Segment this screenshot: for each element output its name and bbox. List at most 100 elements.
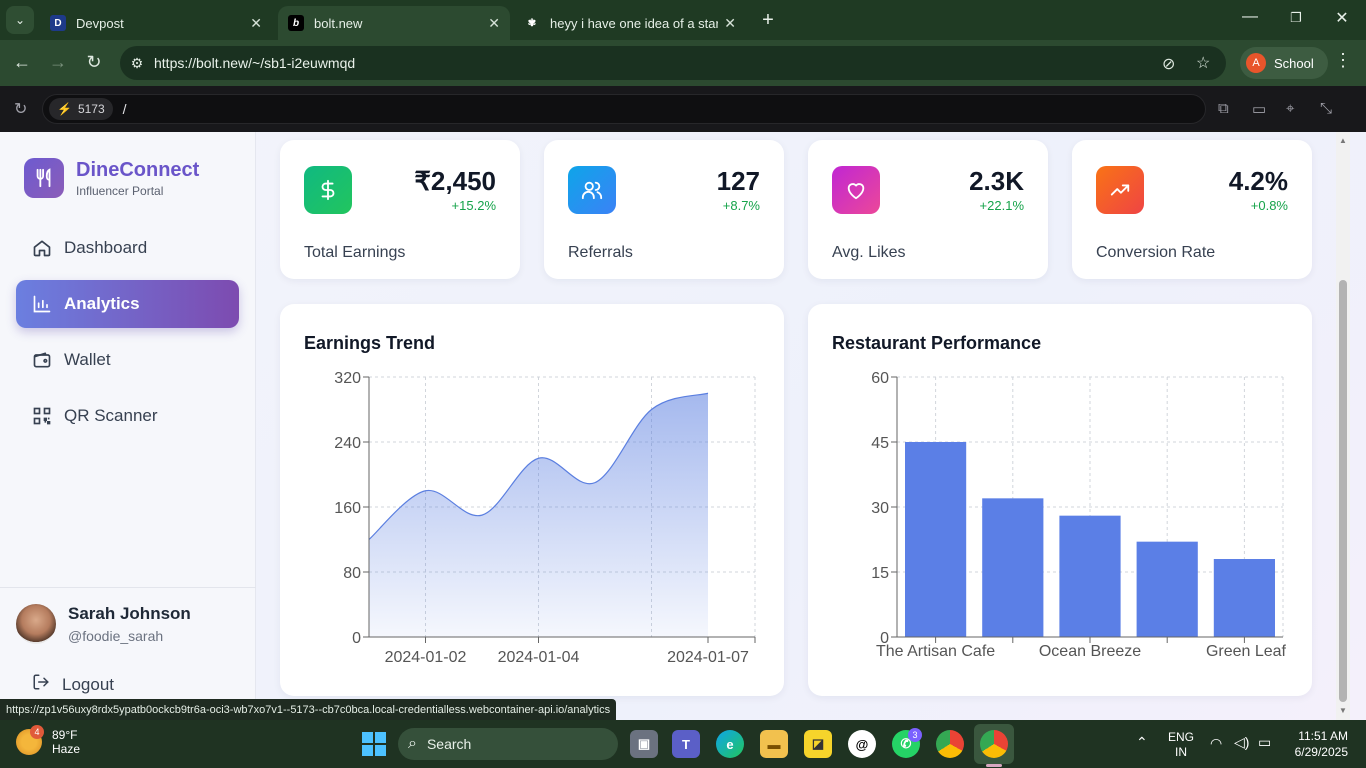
region-label: IN xyxy=(1175,745,1187,759)
sidebar-item-dashboard[interactable]: Dashboard xyxy=(16,224,239,272)
new-tab-button[interactable]: + xyxy=(762,8,774,31)
sticky-notes-icon[interactable]: ◪ xyxy=(804,730,832,758)
bolt-icon: b xyxy=(288,15,304,31)
fullscreen-icon[interactable]: ⤡ xyxy=(1320,100,1333,117)
star-icon[interactable]: ☆ xyxy=(1196,55,1211,72)
avatar: A xyxy=(1246,53,1266,73)
logout-button[interactable]: Logout xyxy=(32,673,114,696)
chrome-profile-icon[interactable] xyxy=(980,730,1008,758)
task-view-icon[interactable]: ▣ xyxy=(630,730,658,758)
stat-change: +0.8% xyxy=(1250,198,1288,213)
window-close-icon[interactable]: ✕ xyxy=(1335,10,1349,27)
search-label: Search xyxy=(426,736,472,752)
close-icon[interactable]: ✕ xyxy=(488,14,500,31)
device-icon[interactable]: ▭ xyxy=(1252,101,1267,118)
preview-path[interactable]: / xyxy=(122,101,127,117)
open-external-icon[interactable]: ⧉ xyxy=(1218,100,1229,117)
taskbar-search[interactable]: ⌕ Search xyxy=(398,728,618,760)
eye-off-icon[interactable]: ⊘ xyxy=(1162,56,1176,73)
utensils-icon xyxy=(24,158,64,198)
url-text[interactable]: https://bolt.new/~/sb1-i2euwmqd xyxy=(154,55,356,71)
series-line xyxy=(368,392,709,540)
tab-devpost[interactable]: D Devpost ✕ xyxy=(40,6,272,40)
file-explorer-icon[interactable]: ▬ xyxy=(760,730,788,758)
close-icon[interactable]: ✕ xyxy=(250,14,262,31)
plug-icon: ⚡ xyxy=(57,102,72,116)
reload-icon[interactable]: ↻ xyxy=(86,52,102,72)
stat-label: Total Earnings xyxy=(304,244,406,261)
y-tick-label: 60 xyxy=(871,370,889,387)
tab-title: bolt.new xyxy=(314,15,363,31)
site-settings-icon[interactable]: ⚙ xyxy=(130,54,144,71)
tab-chat[interactable]: ✾ heyy i have one idea of a startu ✕ xyxy=(514,6,746,40)
devpost-icon: D xyxy=(50,15,66,31)
stat-card-referrals: 127 +8.7% Referrals xyxy=(544,140,784,279)
heart-icon xyxy=(832,166,880,214)
stat-card-earnings: ₹2,450 +15.2% Total Earnings xyxy=(280,140,520,279)
scroll-up-icon[interactable]: ▲ xyxy=(1339,136,1347,145)
volume-icon[interactable]: ◁) xyxy=(1234,734,1250,750)
weather-widget[interactable]: 4 89°F Haze xyxy=(16,725,81,756)
x-tick-label: 2024-01-07 xyxy=(667,649,749,666)
threads-icon[interactable]: @ xyxy=(848,730,876,758)
stat-value: 4.2% xyxy=(1228,166,1288,196)
forward-icon[interactable]: → xyxy=(49,52,67,72)
edge-icon[interactable]: e xyxy=(716,730,744,758)
trending-up-icon xyxy=(1096,166,1144,214)
profile-label: School xyxy=(1274,55,1314,71)
port-selector[interactable]: ⚡ 5173 xyxy=(49,98,113,120)
bar xyxy=(1059,515,1121,637)
back-icon[interactable]: ← xyxy=(13,52,31,72)
profile-button[interactable]: A School xyxy=(1240,47,1328,79)
y-tick-label: 30 xyxy=(871,500,889,517)
user-name: Sarah Johnson xyxy=(68,604,191,623)
preview-url-input[interactable]: ⚡ 5173 / xyxy=(42,94,1206,124)
tab-bolt[interactable]: b bolt.new ✕ xyxy=(278,6,510,40)
divider xyxy=(0,587,256,588)
stat-label: Avg. Likes xyxy=(832,244,906,261)
inspect-icon[interactable]: ⌖ xyxy=(1286,100,1295,117)
logout-icon xyxy=(32,673,50,696)
sidebar-item-analytics[interactable]: Analytics xyxy=(16,280,239,328)
bar xyxy=(982,498,1044,637)
language-indicator[interactable]: ENG IN xyxy=(1168,730,1194,760)
notification-badge: 3 xyxy=(908,728,922,742)
battery-icon[interactable]: ▭ xyxy=(1258,734,1272,750)
close-icon[interactable]: ✕ xyxy=(724,14,736,31)
panel-title: Restaurant Performance xyxy=(832,333,1042,353)
address-bar[interactable]: ⚙ https://bolt.new/~/sb1-i2euwmqd ⊘ ☆ xyxy=(120,46,1226,80)
status-link-preview: https://zp1v56uxy8rdx5ypatb0ockcb9tr6a-o… xyxy=(0,699,617,720)
stat-value: 127 xyxy=(716,166,760,196)
scroll-down-icon[interactable]: ▼ xyxy=(1339,706,1347,715)
wifi-icon[interactable]: ◠ xyxy=(1210,735,1223,751)
y-tick-label: 240 xyxy=(334,435,361,452)
avatar xyxy=(16,604,56,644)
chevron-up-icon[interactable]: ⌃ xyxy=(1136,734,1148,750)
preview-bar: ↻ ⚡ 5173 / ⧉ ▭ ⌖ ⤡ xyxy=(0,86,1366,132)
sidebar-item-label: Dashboard xyxy=(64,238,148,257)
user-profile[interactable]: Sarah Johnson @foodie_sarah xyxy=(16,604,191,644)
whatsapp-icon[interactable]: ✆ xyxy=(892,730,920,758)
tab-strip: ⌄ D Devpost ✕ b bolt.new ✕ ✾ heyy i have… xyxy=(0,0,1366,40)
chrome-icon[interactable] xyxy=(936,730,964,758)
sidebar-item-wallet[interactable]: Wallet xyxy=(16,336,239,384)
ai-icon: ✾ xyxy=(527,17,537,29)
stat-value: 2.3K xyxy=(969,166,1024,196)
y-tick-label: 80 xyxy=(343,565,361,582)
minimize-icon[interactable]: — xyxy=(1242,8,1258,25)
tab-search-button[interactable]: ⌄ xyxy=(6,6,34,34)
sidebar-item-label: Analytics xyxy=(64,294,140,313)
start-icon[interactable] xyxy=(362,732,386,756)
menu-icon[interactable]: ⋮ xyxy=(1334,50,1352,70)
scrollbar[interactable]: ▲ ▼ xyxy=(1336,132,1350,720)
stat-change: +8.7% xyxy=(722,198,760,213)
scroll-thumb[interactable] xyxy=(1339,280,1347,702)
weather-condition: Haze xyxy=(52,742,81,756)
preview-reload-icon[interactable]: ↻ xyxy=(14,101,28,118)
clock[interactable]: 11:51 AM 6/29/2025 xyxy=(1286,728,1348,760)
restore-icon[interactable]: ❐ xyxy=(1290,10,1302,25)
weather-icon: 4 xyxy=(16,725,44,755)
sidebar-item-qr-scanner[interactable]: QR Scanner xyxy=(16,392,239,440)
bar xyxy=(1136,541,1198,637)
teams-icon[interactable]: T xyxy=(672,730,700,758)
